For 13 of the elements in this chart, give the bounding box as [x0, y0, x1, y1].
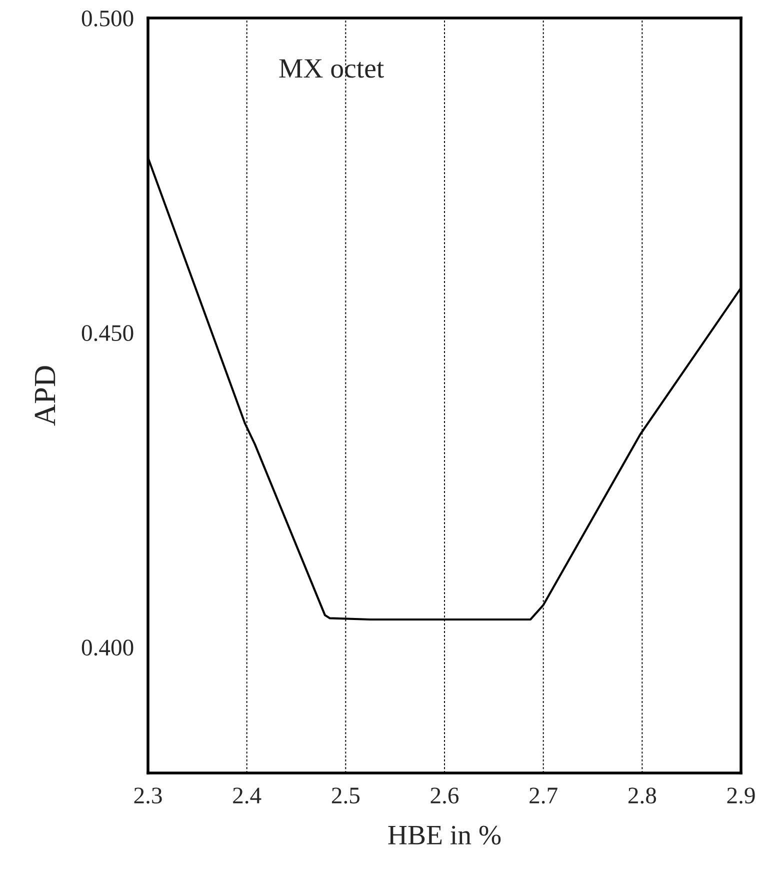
annotation: MX octet [279, 59, 384, 78]
x-tick-label: 2.4 [233, 788, 262, 804]
y-axis-title: APD [34, 366, 56, 426]
x-tick-label: 2.9 [727, 788, 755, 804]
x-tick-label: 2.7 [530, 788, 558, 804]
y-tick-label: 0.450 [82, 325, 134, 342]
y-tick-label: 0.400 [82, 640, 134, 656]
x-tick-label: 2.5 [332, 788, 360, 804]
x-tick-label: 2.3 [134, 788, 162, 804]
x-tick-label: 2.6 [430, 788, 459, 804]
x-axis-title: HBE in % [388, 826, 501, 845]
x-tick-label: 2.8 [628, 788, 656, 804]
y-tick-label: 0.500 [82, 10, 134, 27]
